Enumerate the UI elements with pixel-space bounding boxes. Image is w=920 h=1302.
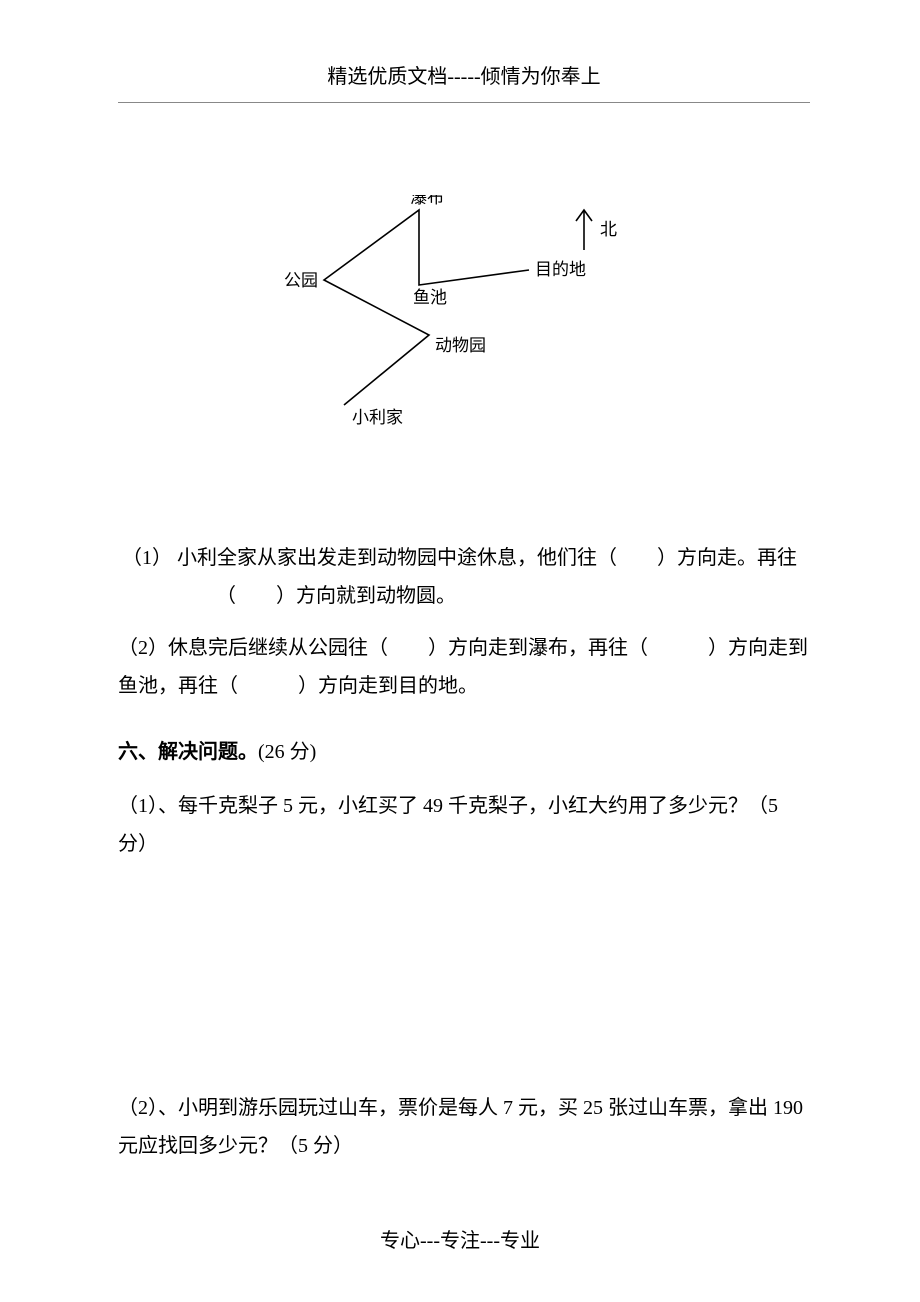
label-park: 公园: [284, 271, 318, 290]
problem-2: （2）、小明到游乐园玩过山车，票价是每人 7 元，买 25 张过山车票，拿出 1…: [118, 1089, 810, 1165]
label-destination: 目的地: [535, 260, 586, 279]
question-2: （2）休息完后继续从公园往（ ）方向走到瀑布，再往（ ）方向走到鱼池，再往（ ）…: [118, 629, 810, 705]
label-home: 小利家: [352, 408, 403, 427]
question-1-line-2: （ ）方向就到动物圆。: [118, 577, 810, 615]
north-label: 北: [600, 220, 617, 239]
problem-1: （1）、每千克梨子 5 元，小红买了 49 千克梨子，小红大约用了多少元？（5 …: [118, 787, 810, 863]
question-1-line-1: （1） 小利全家从家出发走到动物园中途休息，他们往（ ）方向走。再往: [118, 539, 810, 577]
label-waterfall: 瀑布: [410, 195, 444, 207]
route-path: [324, 210, 529, 405]
section-6-title: 六、解决问题。(26 分): [118, 733, 810, 771]
route-diagram-container: 北 瀑布 公园 目的地 鱼池 动物园 小利家: [118, 195, 810, 435]
page-header: 精选优质文档-----倾情为你奉上: [118, 58, 810, 96]
route-diagram: 北 瀑布 公园 目的地 鱼池 动物园 小利家: [284, 195, 644, 435]
workspace-gap: [118, 863, 810, 1073]
header-rule: [118, 102, 810, 103]
label-zoo: 动物园: [435, 336, 486, 355]
section-6-title-bold: 六、解决问题。: [118, 741, 258, 763]
question-1: （1） 小利全家从家出发走到动物园中途休息，他们往（ ）方向走。再往 （ ）方向…: [118, 539, 810, 615]
section-6-title-points: (26 分): [258, 741, 316, 763]
page-footer: 专心---专注---专业: [0, 1222, 920, 1260]
label-pond: 鱼池: [413, 288, 447, 307]
